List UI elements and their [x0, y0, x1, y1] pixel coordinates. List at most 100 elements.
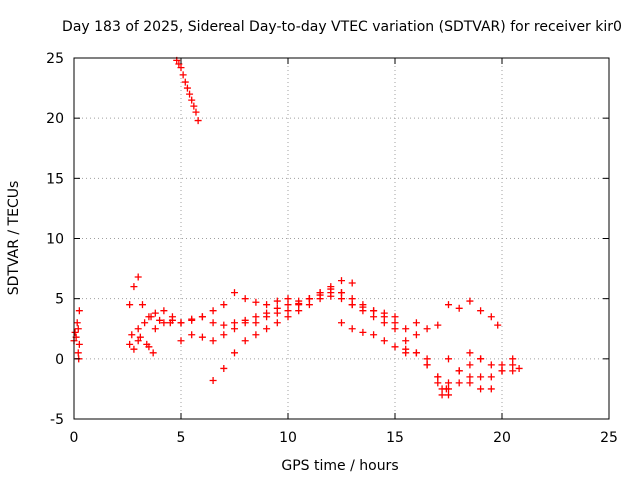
data-point: [455, 379, 463, 387]
data-point: [252, 319, 260, 327]
data-point: [327, 285, 335, 293]
data-point: [434, 321, 442, 329]
data-point: [177, 319, 185, 327]
data-point: [498, 361, 506, 369]
data-point: [455, 367, 463, 375]
data-point: [359, 328, 367, 336]
data-point: [338, 295, 345, 303]
series-track-k: [423, 361, 450, 399]
x-tick-label: 15: [386, 430, 404, 446]
data-points: [70, 56, 523, 399]
data-point: [412, 319, 420, 327]
data-point: [156, 316, 164, 324]
data-point: [348, 295, 356, 303]
data-point: [412, 331, 420, 339]
data-point: [509, 355, 517, 363]
data-point: [151, 325, 159, 333]
data-point: [175, 60, 183, 68]
x-tick-label: 20: [493, 430, 511, 446]
y-tick-label: 25: [46, 51, 64, 67]
data-point: [423, 361, 431, 369]
data-point: [136, 333, 144, 341]
data-point: [348, 325, 356, 333]
data-point: [74, 349, 82, 357]
data-point: [194, 117, 202, 125]
series-track-c: [173, 56, 202, 125]
grid-lines: [74, 58, 609, 419]
data-point: [198, 333, 206, 341]
data-point: [220, 301, 228, 309]
data-point: [209, 319, 217, 327]
data-point: [477, 385, 485, 393]
data-point: [348, 301, 356, 309]
data-point: [466, 373, 474, 381]
data-point: [391, 319, 399, 327]
data-point: [252, 313, 260, 321]
data-point: [359, 307, 367, 315]
data-point: [327, 292, 335, 300]
data-point: [231, 325, 238, 333]
data-point: [466, 297, 474, 305]
data-point: [177, 337, 185, 345]
y-tick-label: 15: [46, 171, 64, 187]
data-point: [149, 349, 157, 357]
data-point: [370, 313, 378, 321]
series-track-g: [130, 333, 157, 357]
data-point: [73, 319, 81, 327]
data-point: [263, 325, 271, 333]
data-point: [209, 337, 217, 345]
data-point: [487, 385, 495, 393]
data-point: [338, 319, 345, 327]
data-point: [263, 301, 271, 309]
data-point: [220, 364, 228, 372]
data-point: [487, 373, 495, 381]
data-point: [402, 325, 410, 333]
data-point: [515, 364, 523, 372]
series-track-j: [402, 321, 517, 399]
data-point: [241, 337, 249, 345]
chart-title: Day 183 of 2025, Sidereal Day-to-day VTE…: [62, 19, 622, 35]
data-point: [466, 379, 474, 387]
x-tick-label: 5: [177, 430, 186, 446]
data-point: [252, 298, 260, 306]
y-tick-label: -5: [50, 412, 64, 428]
data-point: [402, 337, 410, 345]
data-point: [168, 316, 176, 324]
data-point: [181, 78, 189, 86]
data-point: [423, 325, 431, 333]
data-point: [183, 84, 191, 92]
data-point: [147, 313, 155, 321]
data-point: [380, 319, 388, 327]
data-point: [434, 373, 442, 381]
y-axis-label: SDTVAR / TECUs: [6, 181, 22, 296]
data-point: [402, 349, 410, 357]
data-point: [445, 301, 452, 309]
data-point: [188, 331, 196, 339]
data-point: [192, 108, 200, 116]
data-point: [71, 328, 79, 336]
data-point: [305, 295, 313, 303]
data-point: [284, 307, 292, 315]
data-point: [412, 349, 420, 357]
series-track-i: [338, 319, 485, 393]
data-point: [284, 313, 292, 321]
data-point: [134, 273, 142, 281]
data-point: [445, 391, 452, 399]
data-point: [188, 316, 196, 324]
data-point: [466, 361, 474, 369]
y-tick-label: 5: [55, 292, 64, 308]
data-point: [284, 301, 292, 309]
data-point: [231, 349, 238, 357]
data-point: [252, 331, 260, 339]
data-point: [423, 355, 431, 363]
x-tick-label: 25: [600, 430, 618, 446]
data-point: [370, 331, 378, 339]
data-point: [509, 361, 517, 369]
data-point: [130, 283, 138, 291]
data-point: [130, 345, 138, 353]
data-point: [391, 343, 399, 351]
data-point: [338, 289, 345, 297]
data-point: [75, 340, 83, 348]
data-point: [141, 319, 149, 327]
series-track-d: [126, 273, 356, 327]
